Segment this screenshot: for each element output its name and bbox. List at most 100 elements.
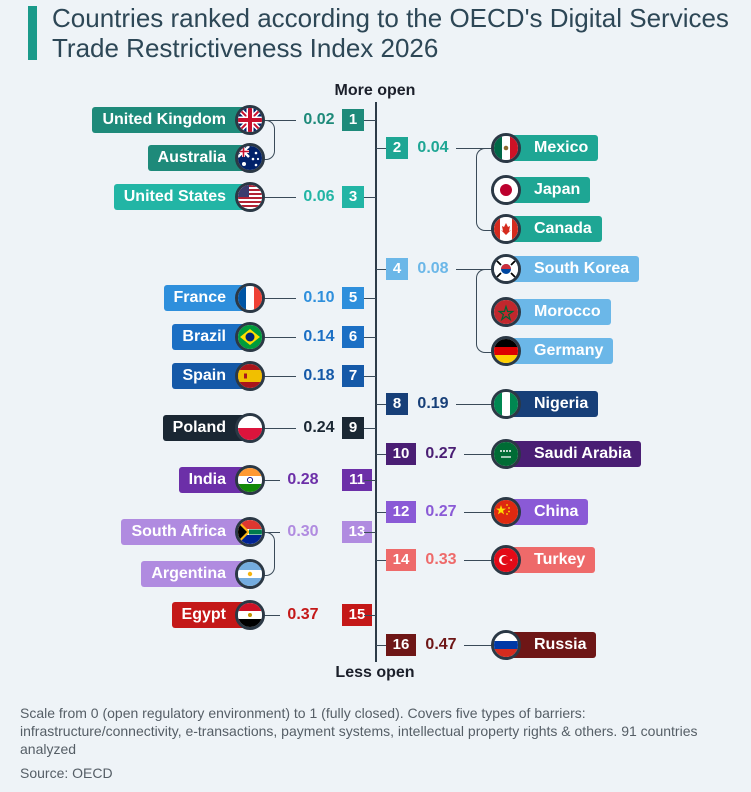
score-connector <box>264 337 296 338</box>
country-label-morocco: Morocco <box>506 299 611 325</box>
country-label-south-africa: South Africa <box>121 519 250 545</box>
brazil-flag-icon <box>235 322 265 352</box>
rank-badge-1: 1 <box>342 109 364 131</box>
poland-flag-icon <box>235 413 265 443</box>
france-flag-icon <box>235 283 265 313</box>
saudi-arabia-flag-icon <box>491 439 521 469</box>
score-label-13: 0.30 <box>287 523 319 540</box>
rank-tick <box>376 404 386 405</box>
score-connector <box>456 148 492 149</box>
group-bracket <box>260 120 275 160</box>
country-label-china: China <box>506 499 589 525</box>
score-label-15: 0.37 <box>287 606 319 623</box>
score-connector <box>264 376 296 377</box>
turkey-flag-icon <box>491 545 521 575</box>
ranking-chart: 1 0.02 United Kingdom Australia 2 0.04 Mexico J… <box>92 105 642 660</box>
rank-tick <box>364 120 376 121</box>
country-label-russia: Russia <box>506 632 597 658</box>
rank-badge-3: 3 <box>342 186 364 208</box>
country-label-argentina: Argentina <box>141 561 250 587</box>
axis-top-label: More open <box>334 82 416 99</box>
rank-badge-9: 9 <box>342 417 364 439</box>
chart-source: Source: OECD <box>20 765 113 781</box>
ranking-axis-line <box>375 102 377 662</box>
score-label-6: 0.14 <box>303 328 335 345</box>
chart-footnote: Scale from 0 (open regulatory environmen… <box>20 705 698 757</box>
japan-flag-icon <box>491 175 521 205</box>
rank-tick <box>364 532 376 533</box>
axis-bottom-label: Less open <box>335 664 415 681</box>
egypt-flag-icon <box>235 600 265 630</box>
south-africa-flag-icon <box>235 517 265 547</box>
score-connector <box>464 560 492 561</box>
country-label-australia: Australia <box>147 145 250 171</box>
score-connector <box>264 480 280 481</box>
rank-tick <box>376 269 386 270</box>
score-connector <box>264 197 296 198</box>
rank-tick <box>364 197 376 198</box>
country-label-mexico: Mexico <box>506 135 599 161</box>
score-connector <box>464 454 492 455</box>
rank-tick <box>364 298 376 299</box>
score-connector <box>264 428 296 429</box>
group-bracket <box>476 269 497 353</box>
country-label-saudi-arabia: Saudi Arabia <box>506 441 642 467</box>
country-label-turkey: Turkey <box>506 547 596 573</box>
score-label-7: 0.18 <box>303 367 335 384</box>
score-connector <box>264 532 280 533</box>
group-bracket <box>260 532 275 576</box>
rank-badge-16: 16 <box>386 634 416 656</box>
mexico-flag-icon <box>491 133 521 163</box>
rank-tick <box>364 428 376 429</box>
rank-badge-14: 14 <box>386 549 416 571</box>
rank-badge-12: 12 <box>386 501 416 523</box>
score-label-12: 0.27 <box>425 503 457 520</box>
morocco-flag-icon <box>491 297 521 327</box>
rank-badge-13: 13 <box>342 521 372 543</box>
score-label-2: 0.04 <box>417 139 449 156</box>
rank-badge-10: 10 <box>386 443 416 465</box>
chart-title: Countries ranked according to the OECD's… <box>52 3 729 63</box>
score-label-11: 0.28 <box>287 471 319 488</box>
australia-flag-icon <box>235 143 265 173</box>
rank-badge-8: 8 <box>386 393 408 415</box>
rank-badge-15: 15 <box>342 604 372 626</box>
score-label-10: 0.27 <box>425 445 457 462</box>
score-label-1: 0.02 <box>303 111 335 128</box>
country-label-south-korea: South Korea <box>506 256 640 282</box>
russia-flag-icon <box>491 630 521 660</box>
spain-flag-icon <box>235 361 265 391</box>
score-label-16: 0.47 <box>425 636 457 653</box>
country-label-canada: Canada <box>506 216 602 242</box>
country-label-germany: Germany <box>506 338 614 364</box>
rank-tick <box>376 512 386 513</box>
rank-tick <box>376 560 386 561</box>
argentina-flag-icon <box>235 559 265 589</box>
rank-badge-7: 7 <box>342 365 364 387</box>
rank-tick <box>376 645 386 646</box>
country-label-united-kingdom: United Kingdom <box>92 107 250 133</box>
score-label-4: 0.08 <box>417 260 449 277</box>
score-connector <box>464 645 492 646</box>
score-connector <box>456 269 492 270</box>
rank-tick <box>376 148 386 149</box>
rank-tick <box>376 454 386 455</box>
rank-tick <box>364 480 376 481</box>
china-flag-icon <box>491 497 521 527</box>
score-connector <box>264 615 280 616</box>
uk-flag-icon <box>235 105 265 135</box>
score-connector <box>464 512 492 513</box>
score-label-8: 0.19 <box>417 395 449 412</box>
score-label-3: 0.06 <box>303 188 335 205</box>
germany-flag-icon <box>491 336 521 366</box>
rank-tick <box>364 337 376 338</box>
score-connector <box>456 404 492 405</box>
canada-flag-icon <box>491 214 521 244</box>
nigeria-flag-icon <box>491 389 521 419</box>
rank-badge-6: 6 <box>342 326 364 348</box>
rank-tick <box>364 615 376 616</box>
rank-badge-2: 2 <box>386 137 408 159</box>
india-flag-icon <box>235 465 265 495</box>
south-korea-flag-icon <box>491 254 521 284</box>
rank-tick <box>364 376 376 377</box>
